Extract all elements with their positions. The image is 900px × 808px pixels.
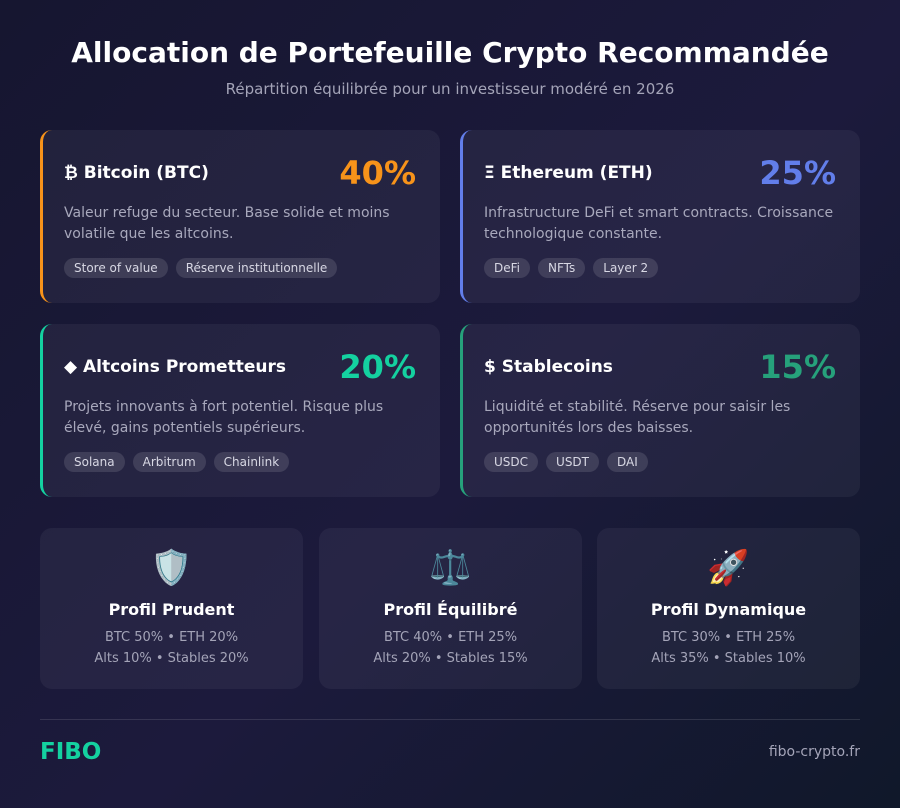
profile-icon: ⚖️: [429, 548, 472, 588]
card-title: $ Stablecoins: [484, 357, 613, 377]
tag: Layer 2: [593, 258, 659, 278]
profile-name: Profil Équilibré: [383, 600, 518, 619]
card-title: Ξ Ethereum (ETH): [484, 163, 653, 183]
card-title: ₿ Bitcoin (BTC): [64, 163, 209, 183]
profile-allocation: Alts 35% • Stables 10%: [651, 651, 806, 666]
tag: NFTs: [538, 258, 586, 278]
card-percent: 40%: [339, 154, 416, 192]
subtitle: Répartition équilibrée pour un investiss…: [225, 80, 675, 98]
allocation-card: Ξ Ethereum (ETH) 25% Infrastructure DeFi e…: [460, 130, 860, 303]
profile-allocation: Alts 20% • Stables 15%: [373, 651, 528, 666]
tag-list: USDC USDT DAI: [484, 452, 648, 472]
tag: Store of value: [64, 258, 168, 278]
profile-allocation: BTC 50% • ETH 20%: [104, 630, 239, 645]
allocation-card: ◆ Altcoins Prometteurs 20% Projets innovan…: [40, 324, 440, 497]
profile-card: ⚖️ Profil Équilibré BTC 40% • ETH 25% Alts …: [319, 528, 582, 689]
tag: DeFi: [484, 258, 530, 278]
card-percent: 15%: [759, 348, 836, 386]
profile-icon: 🚀: [707, 548, 750, 588]
profile-allocation: BTC 40% • ETH 25%: [383, 630, 518, 645]
profile-allocation: Alts 10% • Stables 20%: [94, 651, 249, 666]
card-percent: 25%: [759, 154, 836, 192]
tag: Chainlink: [213, 452, 290, 472]
card-description: Liquidité et stabilité. Réserve pour sai…: [484, 399, 791, 436]
card-description: Valeur refuge du secteur. Base solide et…: [64, 205, 390, 242]
tag-list: Store of value Réserve institutionnelle: [64, 258, 338, 278]
profile-icon: 🛡️: [150, 548, 193, 588]
card-description: Projets innovants à fort potentiel. Risq…: [64, 399, 384, 436]
tag: Arbitrum: [132, 452, 206, 472]
tag: USDC: [484, 452, 539, 472]
footer-url: fibo-crypto.fr: [768, 744, 860, 760]
divider: [40, 719, 860, 720]
allocation-card: $ Stablecoins 15% Liquidité et stabilité. …: [460, 324, 860, 497]
profile-allocation: BTC 30% • ETH 25%: [661, 630, 796, 645]
tag-list: Solana Arbitrum Chainlink: [64, 452, 290, 472]
tag-list: DeFi NFTs Layer 2: [484, 258, 659, 278]
title: Allocation de Portefeuille Crypto Recomm…: [71, 36, 829, 69]
tag: USDT: [546, 452, 600, 472]
card-title: ◆ Altcoins Prometteurs: [64, 357, 286, 377]
tag: Solana: [64, 452, 125, 472]
profile-card: 🛡️ Profil Prudent BTC 50% • ETH 20% Alts 10…: [40, 528, 303, 689]
card-percent: 20%: [339, 348, 416, 386]
profile-name: Profil Dynamique: [650, 600, 807, 619]
card-description: Infrastructure DeFi et smart contracts. …: [484, 205, 834, 242]
profile-card: 🚀 Profil Dynamique BTC 30% • ETH 25% Alts 3…: [597, 528, 860, 689]
allocation-card: ₿ Bitcoin (BTC) 40% Valeur refuge du secte…: [40, 130, 440, 303]
tag: DAI: [607, 452, 648, 472]
brand: FIBO: [40, 739, 102, 765]
profile-name: Profil Prudent: [108, 600, 235, 619]
tag: Réserve institutionnelle: [175, 258, 338, 278]
